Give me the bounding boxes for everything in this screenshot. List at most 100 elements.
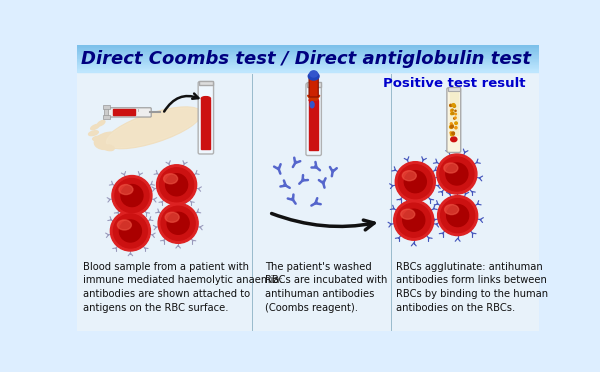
Bar [104, 107, 108, 117]
Bar [77, 66, 539, 67]
Ellipse shape [397, 203, 431, 237]
Bar [307, 82, 320, 87]
Ellipse shape [450, 91, 458, 94]
Bar [77, 60, 539, 61]
Text: Blood sample from a patient with
immune mediated haemolytic anaemia:
antibodies : Blood sample from a patient with immune … [83, 262, 283, 312]
Circle shape [454, 118, 455, 119]
Bar [77, 51, 539, 52]
Ellipse shape [91, 124, 99, 130]
Ellipse shape [104, 145, 114, 151]
Bar [77, 49, 539, 50]
Bar [77, 69, 539, 70]
Ellipse shape [166, 174, 188, 196]
Ellipse shape [165, 212, 179, 222]
Ellipse shape [440, 157, 474, 191]
Ellipse shape [115, 179, 149, 212]
Bar [77, 45, 539, 46]
Bar [77, 61, 539, 62]
Bar [113, 109, 135, 115]
Bar [309, 100, 318, 150]
Ellipse shape [446, 205, 469, 227]
Bar [77, 46, 539, 47]
Ellipse shape [444, 163, 458, 173]
Circle shape [451, 109, 453, 111]
Bar [77, 57, 539, 58]
Ellipse shape [398, 165, 433, 199]
Text: Direct Coombs test / Direct antiglobulin test: Direct Coombs test / Direct antiglobulin… [81, 49, 531, 67]
Ellipse shape [310, 71, 317, 77]
Ellipse shape [309, 98, 318, 102]
Bar [77, 50, 539, 51]
Bar [77, 63, 539, 64]
Ellipse shape [158, 203, 198, 243]
Ellipse shape [121, 185, 143, 206]
Circle shape [451, 125, 454, 127]
FancyBboxPatch shape [107, 108, 151, 117]
Ellipse shape [119, 220, 142, 242]
Ellipse shape [157, 165, 197, 205]
Bar [77, 48, 539, 49]
Ellipse shape [446, 163, 468, 185]
Ellipse shape [97, 121, 105, 126]
Bar [103, 106, 110, 109]
Bar [77, 55, 539, 56]
Ellipse shape [110, 211, 151, 251]
Ellipse shape [437, 196, 478, 235]
Ellipse shape [161, 206, 195, 240]
Bar [77, 58, 539, 59]
Ellipse shape [310, 102, 314, 108]
Bar [448, 87, 460, 91]
Circle shape [452, 104, 455, 107]
Ellipse shape [451, 137, 457, 142]
Circle shape [455, 110, 456, 112]
Circle shape [450, 132, 452, 134]
Ellipse shape [401, 209, 415, 219]
Ellipse shape [308, 73, 319, 80]
Circle shape [455, 122, 457, 125]
Circle shape [451, 110, 452, 111]
Bar [77, 59, 539, 60]
Ellipse shape [118, 220, 131, 230]
Ellipse shape [94, 132, 124, 150]
Bar [77, 53, 539, 54]
Ellipse shape [112, 176, 152, 216]
Bar [450, 92, 458, 135]
Ellipse shape [106, 107, 202, 148]
Circle shape [452, 109, 453, 110]
Circle shape [451, 123, 452, 125]
FancyBboxPatch shape [309, 77, 318, 97]
Ellipse shape [445, 205, 458, 215]
Polygon shape [308, 96, 320, 100]
Circle shape [449, 125, 452, 128]
Bar [103, 115, 110, 119]
Ellipse shape [403, 209, 425, 231]
Ellipse shape [160, 168, 194, 202]
Ellipse shape [113, 214, 148, 248]
Ellipse shape [201, 97, 211, 100]
FancyBboxPatch shape [447, 88, 461, 153]
Text: RBCs agglutinate: antihuman
antibodies form links between
RBCs by binding to the: RBCs agglutinate: antihuman antibodies f… [396, 262, 548, 312]
Circle shape [452, 132, 454, 135]
Circle shape [455, 126, 457, 129]
Ellipse shape [394, 200, 434, 240]
FancyBboxPatch shape [306, 83, 322, 155]
Circle shape [449, 104, 452, 106]
Ellipse shape [167, 212, 189, 234]
Text: The patient's washed
RBCs are incubated with
antihuman antibodies
(Coombs reagen: The patient's washed RBCs are incubated … [265, 262, 388, 312]
Circle shape [451, 133, 453, 136]
Bar [77, 65, 539, 66]
Ellipse shape [402, 171, 416, 181]
Ellipse shape [106, 108, 200, 148]
Circle shape [451, 113, 452, 115]
Ellipse shape [437, 154, 477, 194]
Bar [77, 67, 539, 68]
Text: Positive test result: Positive test result [383, 77, 525, 90]
Ellipse shape [89, 131, 98, 136]
Ellipse shape [119, 185, 133, 195]
Bar [77, 52, 539, 53]
Bar [77, 70, 539, 71]
Circle shape [453, 105, 455, 107]
Circle shape [451, 125, 453, 128]
FancyBboxPatch shape [198, 81, 214, 154]
Ellipse shape [395, 162, 436, 202]
